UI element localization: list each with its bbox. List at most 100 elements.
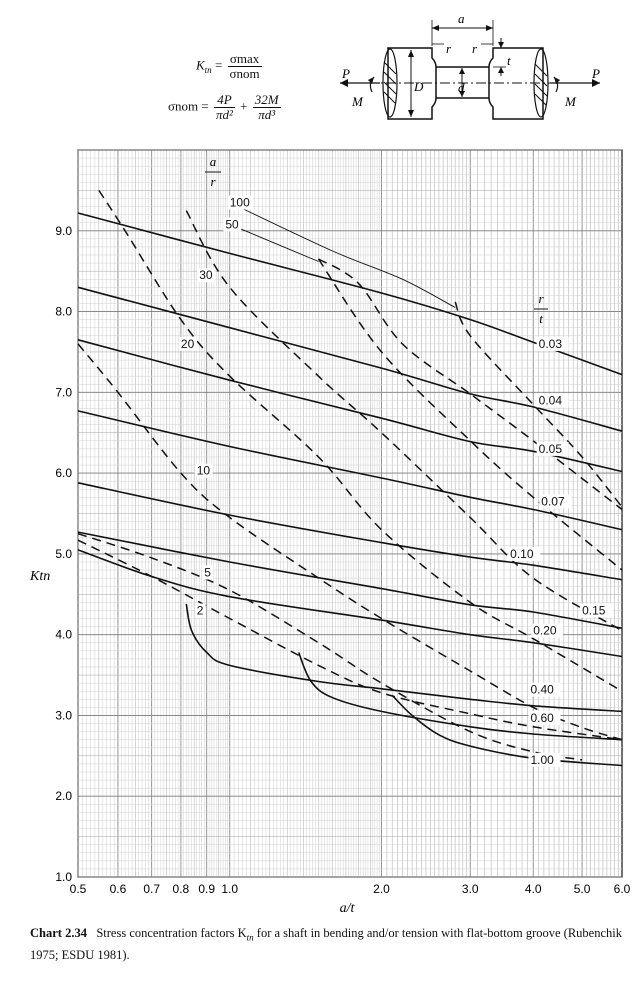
a-over-r-den: r — [210, 174, 216, 189]
ktn-lhs-sub: tn — [204, 65, 212, 76]
curve-label: 0.04 — [539, 393, 563, 407]
series-lines — [77, 189, 623, 767]
y-tick-label: 3.0 — [55, 708, 72, 722]
x-tick-label: 0.8 — [173, 882, 190, 896]
series-line — [77, 212, 623, 376]
series-line — [185, 210, 623, 632]
y-tick-label: 8.0 — [55, 305, 72, 319]
annotation-bg — [536, 441, 569, 456]
series-line — [229, 223, 319, 262]
ktn-lhs: K — [196, 57, 205, 73]
snom-plus: + — [240, 98, 248, 114]
curve-label: 0.03 — [539, 337, 563, 351]
diagram-a: a — [458, 11, 465, 26]
snom-formula: σnom = 4P πd² + 32M πd³ — [168, 93, 283, 122]
y-tick-label: 2.0 — [55, 789, 72, 803]
series-line — [391, 694, 623, 767]
curve-label: 50 — [225, 217, 239, 231]
annotation-bg — [531, 623, 564, 638]
annotation-bg — [536, 336, 569, 351]
snom-term1: 4P πd² — [213, 93, 235, 122]
diagram-t: t — [507, 53, 511, 68]
r-over-t-num: r — [538, 291, 544, 306]
diagram-P-left: P — [341, 66, 350, 81]
x-tick-label: 0.7 — [143, 882, 160, 896]
figure-caption: Chart 2.34 Stress concentration factors … — [30, 925, 630, 964]
series-line — [77, 539, 623, 741]
x-tick-label: 2.0 — [373, 882, 390, 896]
annotation-bg — [528, 682, 561, 697]
series-line — [98, 189, 623, 692]
snom-term2-num: 32M — [252, 92, 281, 108]
series-line — [77, 339, 623, 473]
curve-label: 0.40 — [530, 683, 554, 697]
y-tick-label: 1.0 — [55, 870, 72, 884]
curve-label: 0.60 — [530, 711, 554, 725]
caption-text-sub: tn — [246, 932, 254, 943]
diagram-r-left: r — [446, 41, 452, 56]
diagram-M-right: M — [564, 94, 577, 109]
annotation-bg — [194, 463, 213, 478]
series-line — [185, 603, 623, 713]
x-tick-label: 0.5 — [70, 882, 87, 896]
series-line — [229, 202, 456, 308]
curve-label: 0.15 — [582, 603, 606, 617]
y-axis-title: Ktn — [29, 569, 50, 584]
series-line — [297, 652, 623, 741]
x-tick-label: 1.0 — [221, 882, 238, 896]
r-over-t-den: t — [539, 311, 543, 326]
curve-label: 0.05 — [539, 442, 563, 456]
caption-label: Chart 2.34 — [30, 926, 87, 940]
x-tick-label: 4.0 — [525, 882, 542, 896]
series-line — [77, 531, 623, 629]
curve-label: 30 — [199, 268, 213, 282]
axes: 0.5 0.6 0.7 0.8 0.9 1.0 2.0 3.0 4.0 5.0 6.0 1.0 2.0 3… — [55, 224, 630, 896]
a-over-r-num: a — [210, 154, 217, 169]
snom-term1-num: 4P — [213, 93, 235, 108]
x-tick-label: 0.6 — [110, 882, 127, 896]
y-tick-label: 5.0 — [55, 547, 72, 561]
ktn-num: σmax — [227, 52, 262, 67]
series-line — [77, 482, 623, 581]
grid — [77, 149, 623, 878]
caption-text: Stress concentration factors K — [96, 926, 247, 940]
x-axis-label: a/t — [340, 901, 356, 916]
y-tick-label: 4.0 — [55, 628, 72, 642]
ktn-den: σnom — [229, 66, 260, 81]
curve-label: 5 — [204, 566, 211, 580]
x-tick-label: 0.9 — [198, 882, 215, 896]
annotation-bg — [202, 565, 214, 580]
series-line — [77, 286, 623, 432]
curve-label: 0.07 — [541, 494, 565, 508]
ktn-formula: Ktn = σmax σnom — [196, 52, 264, 81]
annotation-bg — [539, 494, 572, 509]
y-axis-label: Ktn — [29, 569, 50, 584]
diagram-M-left: M — [351, 94, 364, 109]
annotation-bg — [227, 195, 253, 210]
snom-eq: = — [201, 98, 209, 114]
annotation-bg — [536, 393, 569, 408]
annotation-bg — [194, 603, 206, 618]
curve-label: 2 — [197, 603, 204, 617]
a-over-r-header: a r — [205, 154, 221, 189]
shaft-diagram: P P M M D d a r r t — [340, 11, 600, 120]
curve-label: 0.10 — [510, 547, 534, 561]
diagram-D: D — [413, 79, 424, 94]
diagram-P-right: P — [591, 66, 600, 81]
series-line — [318, 258, 623, 511]
curve-label: 10 — [197, 464, 211, 478]
snom-lhs: σnom — [168, 98, 199, 114]
caption-text-rest: for a shaft in bending and/or tension wi… — [30, 926, 622, 962]
diagram-r-right: r — [472, 41, 478, 56]
ktn-fraction: σmax σnom — [227, 52, 262, 81]
snom-term2: 32M πd³ — [252, 92, 281, 122]
diagram-d: d — [458, 80, 465, 95]
x-tick-label: 3.0 — [462, 882, 479, 896]
curve-label: 20 — [181, 337, 195, 351]
y-tick-label: 6.0 — [55, 466, 72, 480]
curve-label: 100 — [230, 196, 250, 210]
annotations: 100 50 30 20 10 5 2 0.03 0.04 0.05 0.07 0.10 0.15 0.2… — [178, 195, 613, 767]
curve-label: 1.00 — [530, 753, 554, 767]
y-tick-label: 9.0 — [55, 224, 72, 238]
